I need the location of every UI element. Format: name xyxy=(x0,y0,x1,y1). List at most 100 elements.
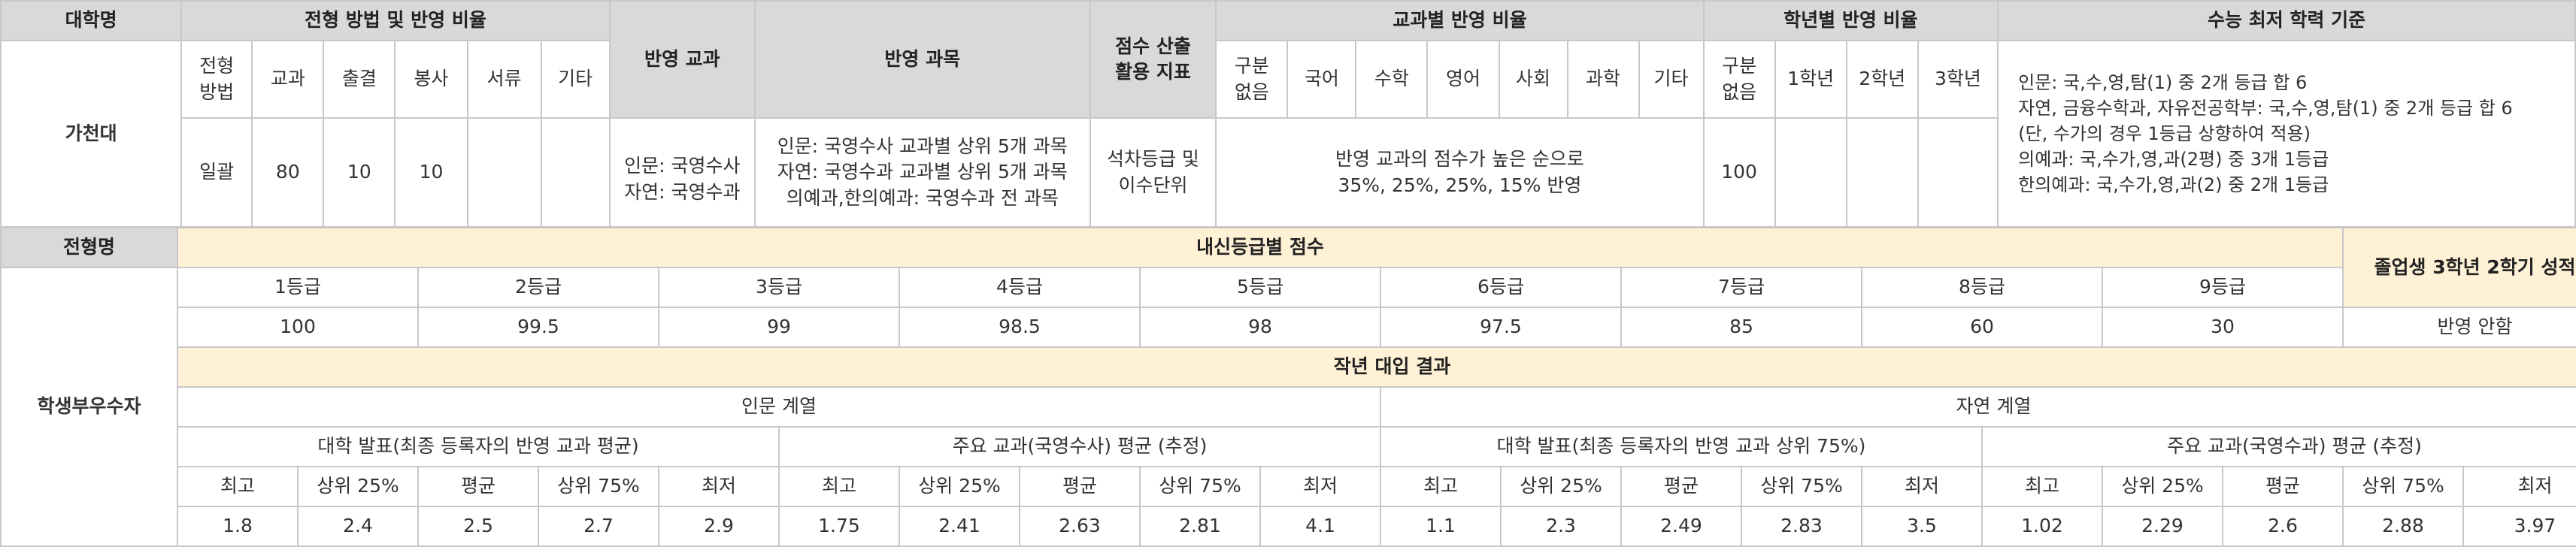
stat-value: 2.4 xyxy=(297,506,419,547)
grade-score: 99.5 xyxy=(417,307,659,348)
grade-label: 8등급 xyxy=(1861,267,2103,308)
stat-value: 2.9 xyxy=(658,506,780,547)
grade-score: 30 xyxy=(2102,307,2344,348)
volunteer-subheader: 봉사 xyxy=(394,40,468,119)
results-title: 작년 대입 결과 xyxy=(177,346,2576,388)
social-subheader: 사회 xyxy=(1498,40,1568,119)
stat-label: 상위 25% xyxy=(2102,466,2223,507)
subject-value: 인문: 국영수사 자연: 국영수과 xyxy=(608,117,756,228)
stat-label: 최저 xyxy=(658,466,780,507)
stat-value: 2.29 xyxy=(2102,506,2223,547)
group-header: 대학 발표(최종 등록자의 반영 교과 평균) xyxy=(177,426,780,467)
english-subheader: 영어 xyxy=(1426,40,1500,119)
science-subheader: 과학 xyxy=(1566,40,1640,119)
graduate-value: 반영 안함 xyxy=(2342,307,2576,348)
stat-value: 4.1 xyxy=(1259,506,1381,547)
type-name: 학생부우수자 xyxy=(0,267,178,547)
stat-value: 2.83 xyxy=(1741,506,1862,547)
grade-score: 99 xyxy=(658,307,900,348)
grade-score: 60 xyxy=(1861,307,2103,348)
stat-label: 평균 xyxy=(1620,466,1742,507)
stat-label: 최저 xyxy=(2462,466,2576,507)
attendance-value: 10 xyxy=(323,117,396,228)
method-value: 일괄 xyxy=(180,117,253,228)
year2-value xyxy=(1845,117,1919,228)
stat-label: 평균 xyxy=(2222,466,2344,507)
grade-no-div-subheader: 구분 없음 xyxy=(1702,40,1776,119)
stat-value-row: 1.8 2.4 2.5 2.7 2.9 1.75 2.41 2.63 2.81 … xyxy=(1,506,2576,547)
documents-subheader: 서류 xyxy=(466,40,542,119)
group-header: 대학 발표(최종 등록자의 반영 교과 상위 75%) xyxy=(1380,426,1983,467)
stat-label: 최저 xyxy=(1259,466,1381,507)
stat-label-row: 최고 상위 25% 평균 상위 75% 최저 최고 상위 25% 평균 상위 7… xyxy=(1,466,2576,507)
group-header: 주요 교과(국영수사) 평균 (추정) xyxy=(778,426,1381,467)
etc2-subheader: 기타 xyxy=(1638,40,1705,119)
korean-subheader: 국어 xyxy=(1286,40,1357,119)
stat-value: 2.81 xyxy=(1139,506,1261,547)
method-ratio-header: 전형 방법 및 반영 비율 xyxy=(180,0,611,41)
stat-value: 2.88 xyxy=(2342,506,2464,547)
univ-name: 가천대 xyxy=(0,40,183,228)
grade-score: 98.5 xyxy=(899,307,1141,348)
grade-label: 3등급 xyxy=(658,267,900,308)
course-header: 반영 과목 xyxy=(753,0,1091,119)
gyogwa-value: 80 xyxy=(251,117,325,228)
volunteer-value: 10 xyxy=(394,117,468,228)
graduate-title: 졸업생 3학년 2학기 성적 xyxy=(2342,227,2576,308)
etc-value xyxy=(540,117,611,228)
grade-label: 1등급 xyxy=(177,267,419,308)
admission-results-table: 전형명 내신등급별 점수 졸업생 3학년 2학기 성적 학생부우수자 1등급 2… xyxy=(0,227,2576,547)
stat-label: 상위 75% xyxy=(1741,466,1862,507)
stat-value: 2.49 xyxy=(1620,506,1742,547)
group-header: 주요 교과(국영수과) 평균 (추정) xyxy=(1981,426,2576,467)
grade-label: 9등급 xyxy=(2102,267,2344,308)
stat-value: 2.63 xyxy=(1019,506,1141,547)
stat-label: 최고 xyxy=(1380,466,1502,507)
stat-value: 2.6 xyxy=(2222,506,2344,547)
stat-label: 상위 25% xyxy=(297,466,419,507)
csat-min-text: 인문: 국,수,영,탐(1) 중 2개 등급 합 6 자연, 금융수학과, 자유… xyxy=(1997,40,2576,228)
humanities-header: 인문 계열 xyxy=(177,386,1381,428)
admission-summary-table: 대학명 전형 방법 및 반영 비율 반영 교과 반영 과목 점수 산출 활용 지… xyxy=(0,0,2576,228)
stat-label: 상위 25% xyxy=(899,466,1020,507)
stat-label: 상위 75% xyxy=(2342,466,2464,507)
score-index-value: 석차등급 및 이수단위 xyxy=(1089,117,1217,228)
stat-label: 평균 xyxy=(417,466,539,507)
year3-value xyxy=(1917,117,1999,228)
documents-value xyxy=(466,117,542,228)
grade-score-title: 내신등급별 점수 xyxy=(177,227,2344,268)
grade-score: 100 xyxy=(177,307,419,348)
grade-score: 98 xyxy=(1139,307,1381,348)
natural-header: 자연 계열 xyxy=(1380,386,2576,428)
stat-label: 상위 25% xyxy=(1500,466,1622,507)
subject-ratio-value: 반영 교과의 점수가 높은 순으로 35%, 25%, 25%, 15% 반영 xyxy=(1215,117,1705,228)
year1-subheader: 1학년 xyxy=(1774,40,1847,119)
stat-label: 최고 xyxy=(177,466,299,507)
stat-label: 최저 xyxy=(1861,466,1983,507)
univ-header: 대학명 xyxy=(0,0,183,41)
attendance-subheader: 출결 xyxy=(323,40,396,119)
subject-ratio-header: 교과별 반영 비율 xyxy=(1215,0,1705,41)
grade-label: 4등급 xyxy=(899,267,1141,308)
stat-value: 1.1 xyxy=(1380,506,1502,547)
score-index-header: 점수 산출 활용 지표 xyxy=(1089,0,1217,119)
grade-score: 85 xyxy=(1620,307,1862,348)
year2-subheader: 2학년 xyxy=(1845,40,1919,119)
stat-value: 1.8 xyxy=(177,506,299,547)
grade-label: 7등급 xyxy=(1620,267,1862,308)
stat-label: 상위 75% xyxy=(1139,466,1261,507)
method-subheader: 전형 방법 xyxy=(180,40,253,119)
grade-label: 5등급 xyxy=(1139,267,1381,308)
grade-score: 97.5 xyxy=(1380,307,1622,348)
year1-value xyxy=(1774,117,1847,228)
etc-subheader: 기타 xyxy=(540,40,611,119)
stat-value: 2.5 xyxy=(417,506,539,547)
type-header: 전형명 xyxy=(0,227,178,268)
grade-no-div-value: 100 xyxy=(1702,117,1776,228)
year3-subheader: 3학년 xyxy=(1917,40,1999,119)
stat-label: 평균 xyxy=(1019,466,1141,507)
stat-value: 2.3 xyxy=(1500,506,1622,547)
stat-value: 3.5 xyxy=(1861,506,1983,547)
grade-label: 6등급 xyxy=(1380,267,1622,308)
